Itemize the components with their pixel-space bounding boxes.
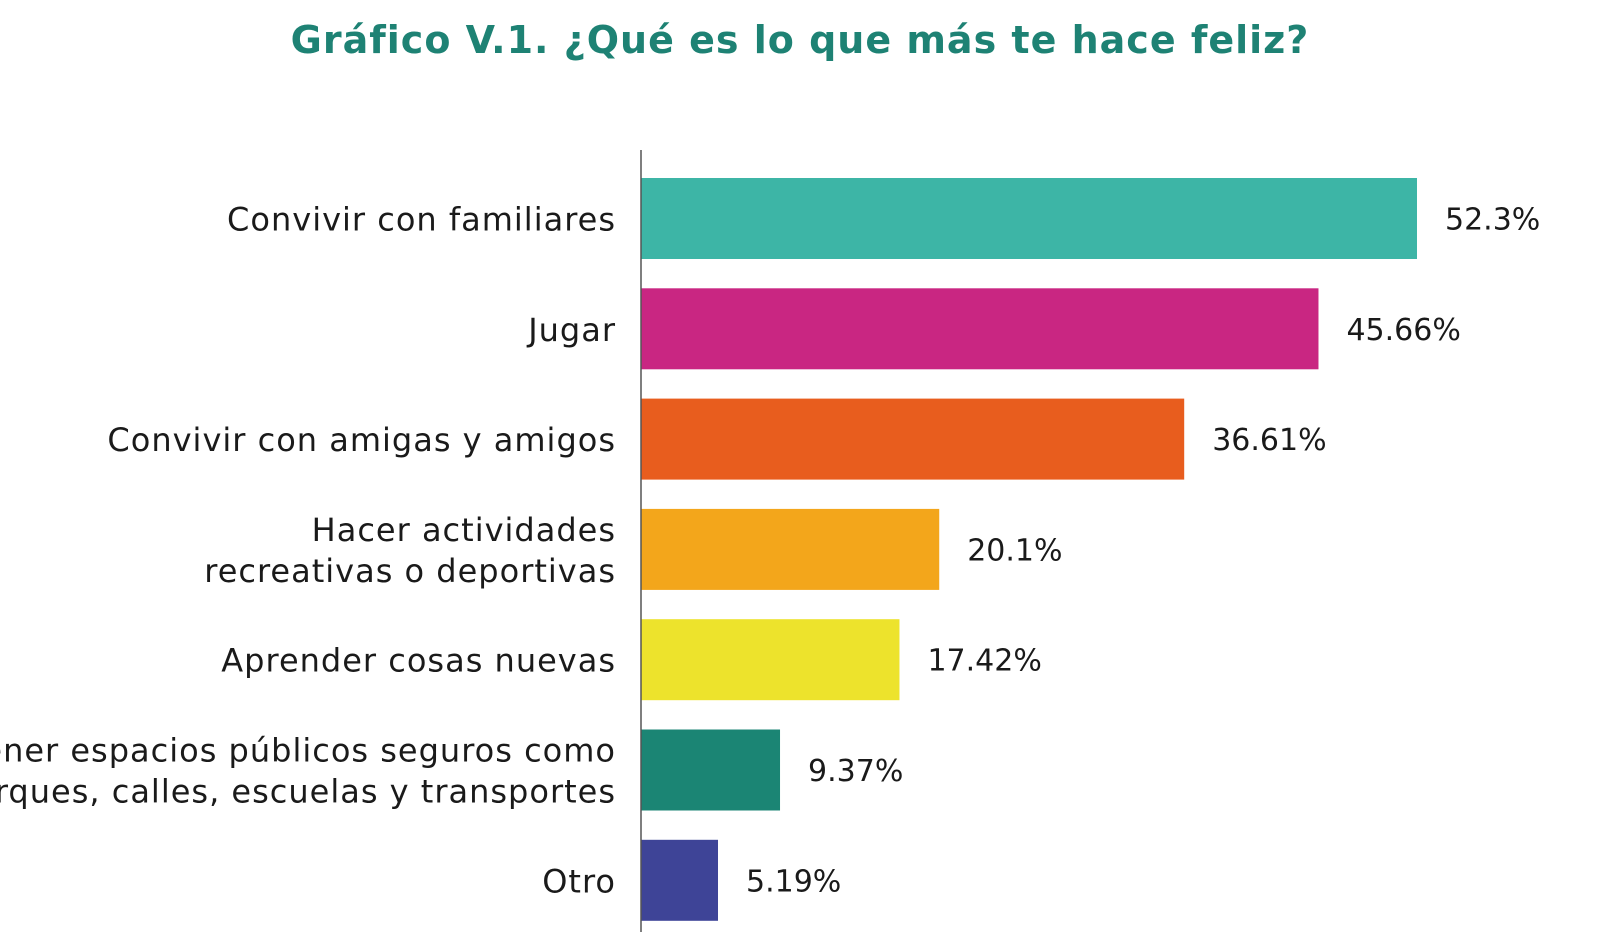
- bar-7: [641, 839, 719, 921]
- bar-6: [641, 729, 781, 811]
- bar-5: [641, 619, 900, 701]
- category-label-2: Jugar: [526, 311, 616, 349]
- bar-2: [641, 288, 1319, 370]
- chart-title: Gráfico V.1. ¿Qué es lo que más te hace …: [290, 18, 1310, 62]
- value-label-7: 5.19%: [746, 864, 841, 899]
- category-label-1: Convivir con familiares: [227, 201, 616, 239]
- value-label-5: 17.42%: [927, 644, 1041, 679]
- value-label-6: 9.37%: [808, 754, 903, 789]
- category-label-6-line-2: parques, calles, escuelas y transportes: [0, 773, 616, 811]
- value-label-4: 20.1%: [967, 533, 1062, 568]
- value-label-1: 52.3%: [1445, 203, 1540, 238]
- value-label-3: 36.61%: [1212, 423, 1326, 458]
- bar-3: [641, 398, 1185, 480]
- category-label-4-line-1: Hacer actividades: [312, 511, 616, 549]
- bars-layer: 52.3% Convivir con familiares 45.66% Jugar 3…: [0, 178, 1540, 921]
- bar-1: [641, 178, 1417, 259]
- category-label-6-line-1: Tener espacios públicos seguros como: [0, 732, 616, 770]
- bar-4: [641, 508, 940, 590]
- category-label-4-line-2: recreativas o deportivas: [204, 552, 616, 590]
- category-label-7: Otro: [542, 862, 616, 900]
- category-label-5: Aprender cosas nuevas: [221, 642, 616, 680]
- value-label-2: 45.66%: [1346, 313, 1460, 348]
- category-label-3: Convivir con amigas y amigos: [107, 421, 616, 459]
